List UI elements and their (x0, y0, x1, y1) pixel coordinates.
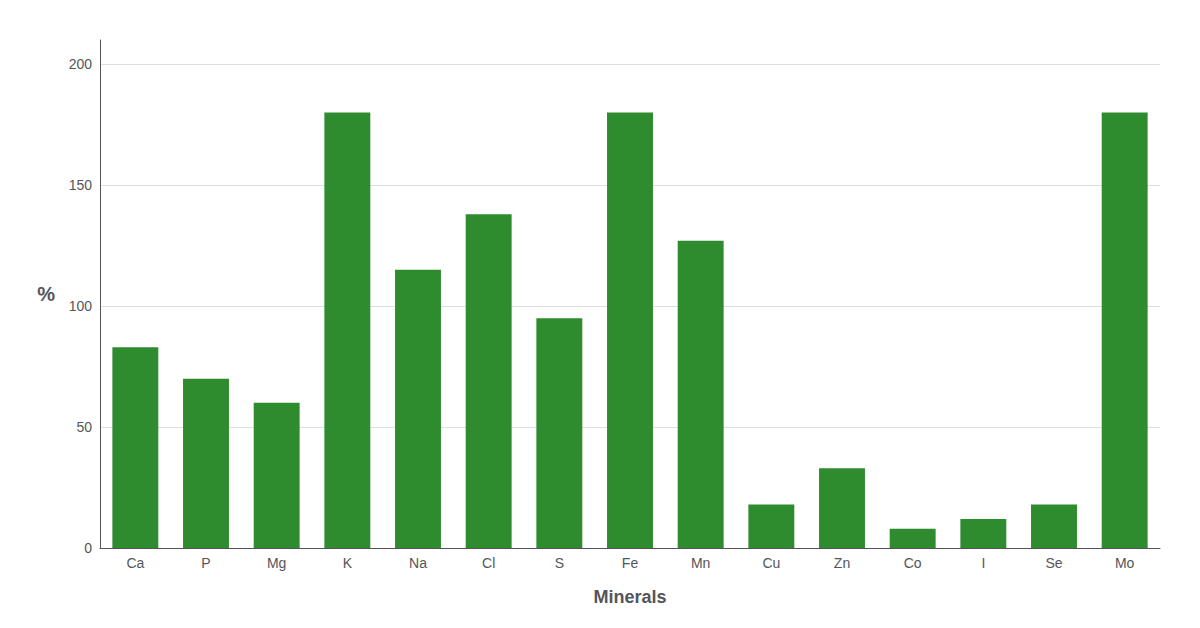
svg-text:Mo: Mo (1115, 555, 1135, 571)
svg-text:0: 0 (84, 540, 92, 556)
svg-text:Co: Co (904, 555, 922, 571)
svg-text:200: 200 (69, 56, 93, 72)
svg-text:P: P (201, 555, 210, 571)
svg-text:S: S (555, 555, 564, 571)
svg-text:Na: Na (409, 555, 427, 571)
svg-text:Se: Se (1045, 555, 1062, 571)
svg-text:K: K (343, 555, 353, 571)
svg-text:50: 50 (76, 419, 92, 435)
svg-text:Zn: Zn (834, 555, 850, 571)
svg-text:Fe: Fe (622, 555, 639, 571)
svg-text:%: % (37, 283, 55, 305)
svg-text:Mn: Mn (691, 555, 710, 571)
svg-text:I: I (981, 555, 985, 571)
svg-text:Mg: Mg (267, 555, 286, 571)
svg-text:Ca: Ca (126, 555, 144, 571)
svg-text:Cu: Cu (762, 555, 780, 571)
svg-text:150: 150 (69, 177, 93, 193)
svg-text:Minerals: Minerals (593, 587, 666, 607)
svg-text:Cl: Cl (482, 555, 495, 571)
svg-text:100: 100 (69, 298, 93, 314)
